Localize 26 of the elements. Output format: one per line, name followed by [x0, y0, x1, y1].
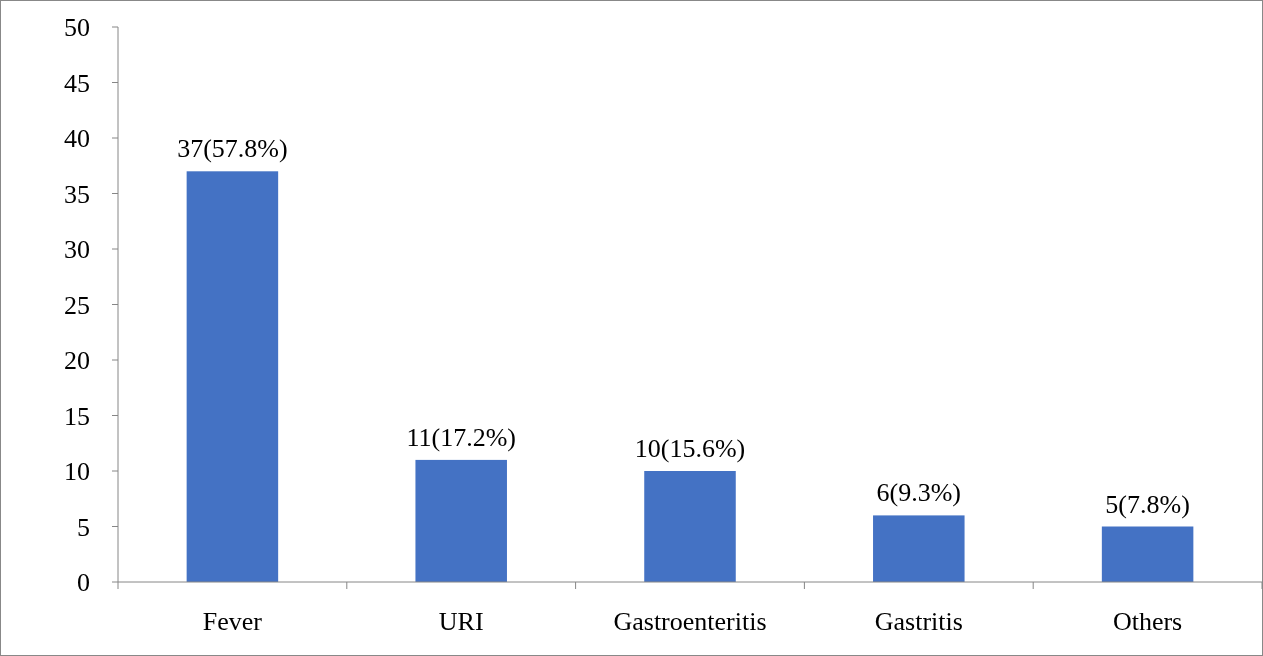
y-tick-label: 15 — [64, 401, 90, 431]
x-tick-label: Gastroenteritis — [613, 607, 767, 636]
x-tick-label: Fever — [202, 607, 263, 636]
bar — [415, 459, 507, 582]
bar — [186, 171, 279, 582]
y-tick-label: 30 — [64, 235, 90, 265]
y-tick-label: 45 — [64, 68, 90, 98]
y-tick-label: 10 — [64, 457, 90, 487]
y-tick-label: 5 — [77, 512, 90, 542]
x-tick-label: Others — [1112, 607, 1183, 636]
bar — [644, 471, 736, 582]
data-label: 5(7.8%) — [1105, 489, 1190, 519]
data-label: 37(57.8%) — [177, 134, 288, 164]
y-tick-label: 0 — [77, 568, 90, 598]
bar — [1101, 526, 1194, 582]
x-tick-label: URI — [438, 607, 484, 636]
data-label: 6(9.3%) — [876, 478, 962, 508]
y-tick-label: 20 — [64, 346, 90, 376]
y-tick-label: 40 — [64, 124, 90, 154]
y-tick-label: 25 — [64, 290, 90, 320]
x-tick-label: Gastritis — [874, 607, 963, 636]
data-label: 10(15.6%) — [634, 434, 746, 463]
data-label: 11(17.2%) — [406, 422, 516, 452]
y-tick-label: 50 — [64, 13, 90, 43]
bar — [873, 515, 965, 582]
y-tick-label: 35 — [64, 179, 90, 209]
